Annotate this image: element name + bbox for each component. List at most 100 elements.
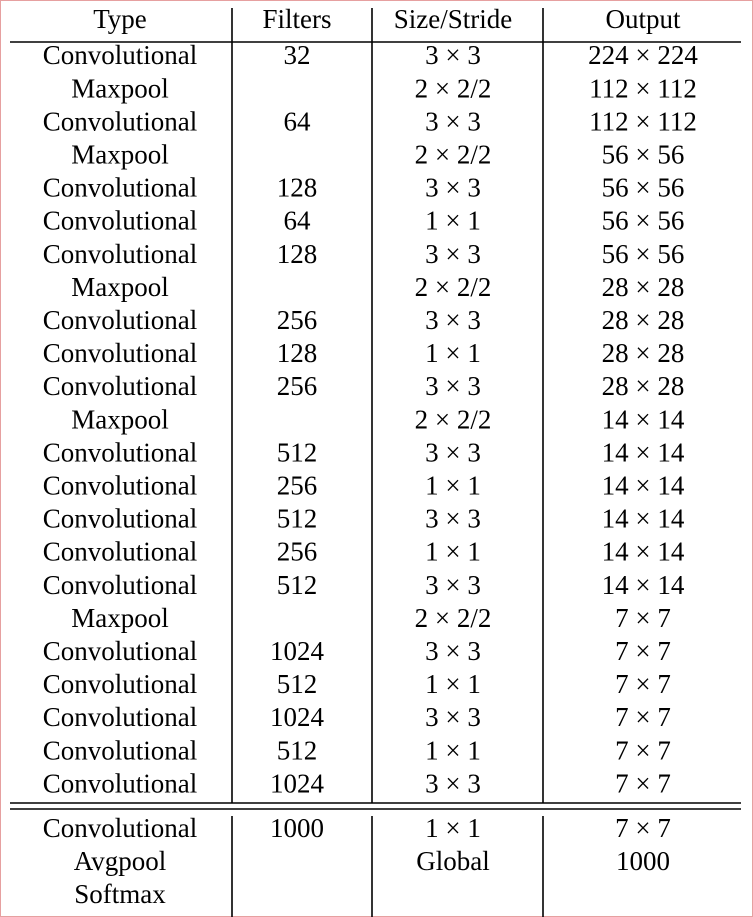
cell: Maxpool	[71, 603, 169, 633]
cell: 256	[277, 471, 318, 501]
cell: 56 × 56	[602, 239, 685, 269]
cell: 512	[277, 504, 318, 534]
cell: 7 × 7	[615, 669, 671, 699]
cell: 128	[277, 239, 318, 269]
cell: Convolutional	[43, 768, 198, 798]
cell: Maxpool	[71, 140, 169, 170]
cell: 3 × 3	[425, 768, 481, 798]
cell: 3 × 3	[425, 570, 481, 600]
cell: Convolutional	[43, 106, 198, 136]
cell: Convolutional	[43, 537, 198, 567]
cell: 7 × 7	[615, 636, 671, 666]
cell: 112 × 112	[589, 73, 697, 103]
cell: 28 × 28	[602, 371, 685, 401]
cell: 56 × 56	[602, 140, 685, 170]
cell: 7 × 7	[615, 603, 671, 633]
cell: 7 × 7	[615, 702, 671, 732]
cell: 1 × 1	[425, 537, 481, 567]
cell: 3 × 3	[425, 437, 481, 467]
cell: Maxpool	[71, 404, 169, 434]
cell: 2 × 2/2	[415, 404, 492, 434]
cell: Convolutional	[43, 173, 198, 203]
cell: Convolutional	[43, 570, 198, 600]
cell: Convolutional	[43, 338, 198, 368]
cell: 256	[277, 305, 318, 335]
cell: 1 × 1	[425, 813, 481, 843]
cell: 56 × 56	[602, 173, 685, 203]
cell: Maxpool	[71, 73, 169, 103]
cell: Avgpool	[74, 846, 167, 876]
cell: 3 × 3	[425, 371, 481, 401]
cell: 1024	[270, 702, 325, 732]
cell: 1024	[270, 636, 325, 666]
cell: Convolutional	[43, 471, 198, 501]
cell: Convolutional	[43, 735, 198, 765]
cell: 14 × 14	[602, 504, 685, 534]
cell: 1 × 1	[425, 338, 481, 368]
cell: 14 × 14	[602, 437, 685, 467]
cell: Convolutional	[43, 305, 198, 335]
cell: 1 × 1	[425, 471, 481, 501]
cell: 512	[277, 735, 318, 765]
cell: 128	[277, 173, 318, 203]
cell: 32	[284, 40, 311, 70]
cell: 64	[284, 106, 312, 136]
cell: 1000	[616, 846, 670, 876]
cell: Convolutional	[43, 669, 198, 699]
cell: 1 × 1	[425, 735, 481, 765]
cell: Maxpool	[71, 272, 169, 302]
cell: 14 × 14	[602, 471, 685, 501]
cell: 56 × 56	[602, 206, 685, 236]
cell: 14 × 14	[602, 570, 685, 600]
cell: 28 × 28	[602, 305, 685, 335]
cell: Convolutional	[43, 813, 198, 843]
cell: 1 × 1	[425, 669, 481, 699]
cell: Convolutional	[43, 437, 198, 467]
cell: 28 × 28	[602, 338, 685, 368]
column-rules	[231, 8, 544, 917]
column-header: Output	[605, 4, 681, 34]
column-header: Filters	[262, 4, 331, 34]
cell: Convolutional	[43, 702, 198, 732]
cell: 512	[277, 570, 318, 600]
cell: 7 × 7	[615, 768, 671, 798]
cell: 3 × 3	[425, 239, 481, 269]
column-header: Type	[93, 4, 147, 34]
cell: 7 × 7	[615, 735, 671, 765]
cell: 28 × 28	[602, 272, 685, 302]
cell: 256	[277, 371, 318, 401]
cell: 14 × 14	[602, 537, 685, 567]
cell: Convolutional	[43, 40, 198, 70]
cell: Convolutional	[43, 504, 198, 534]
column-header: Size/Stride	[394, 4, 512, 34]
cell: 3 × 3	[425, 40, 481, 70]
cell: 2 × 2/2	[415, 603, 492, 633]
cell: Convolutional	[43, 636, 198, 666]
cell: 512	[277, 437, 318, 467]
cell: Convolutional	[43, 371, 198, 401]
cell: 64	[284, 206, 312, 236]
cell: 14 × 14	[602, 404, 685, 434]
cell: 224 × 224	[588, 40, 698, 70]
cell: 2 × 2/2	[415, 140, 492, 170]
cell: 7 × 7	[615, 813, 671, 843]
cell: 2 × 2/2	[415, 73, 492, 103]
cell: 3 × 3	[425, 504, 481, 534]
cell: 1000	[270, 813, 324, 843]
cell: 3 × 3	[425, 702, 481, 732]
cell: 3 × 3	[425, 173, 481, 203]
cell: Softmax	[74, 879, 166, 909]
cell: 112 × 112	[589, 106, 697, 136]
cell: 3 × 3	[425, 636, 481, 666]
cell: 3 × 3	[425, 305, 481, 335]
cell: 256	[277, 537, 318, 567]
cell: Global	[416, 846, 490, 876]
cell: 512	[277, 669, 318, 699]
cell: Convolutional	[43, 206, 198, 236]
cell: 128	[277, 338, 318, 368]
cell: 3 × 3	[425, 106, 481, 136]
cell: 1 × 1	[425, 206, 481, 236]
cell: 1024	[270, 768, 325, 798]
